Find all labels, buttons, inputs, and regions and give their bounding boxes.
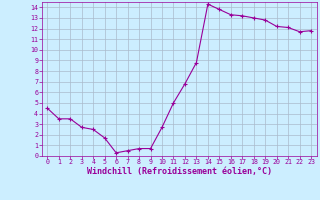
- X-axis label: Windchill (Refroidissement éolien,°C): Windchill (Refroidissement éolien,°C): [87, 167, 272, 176]
